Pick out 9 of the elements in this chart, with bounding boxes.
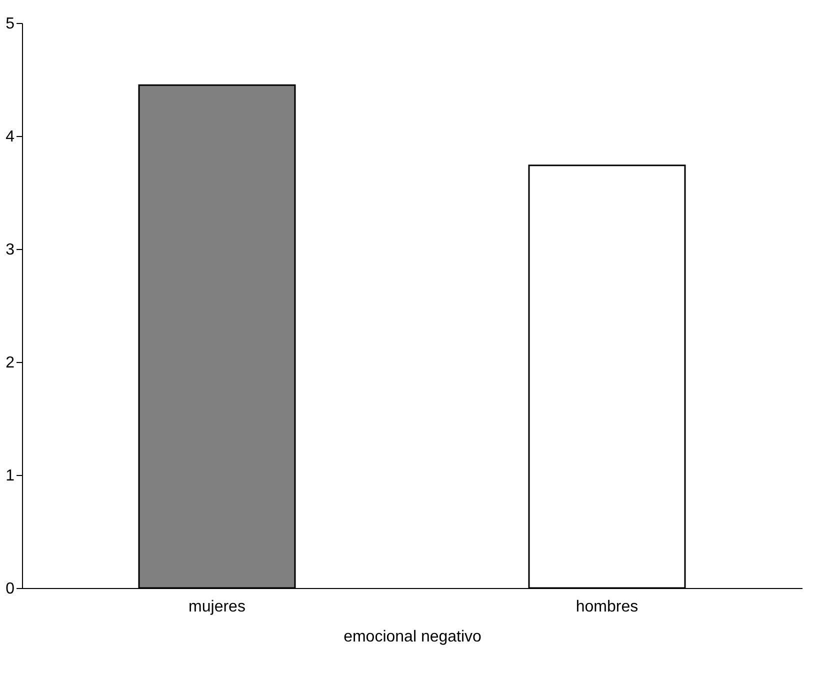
x-axis-title: emocional negativo (344, 628, 482, 646)
y-tick-label: 3 (6, 242, 15, 258)
y-tick-label: 1 (6, 468, 15, 484)
y-tick-label: 4 (6, 128, 15, 146)
x-tick-label: hombres (576, 598, 638, 616)
y-tick-label: 5 (6, 16, 15, 32)
y-tick-label: 2 (6, 354, 15, 372)
y-tick-label: 0 (6, 580, 15, 598)
x-tick-label: mujeres (188, 598, 246, 616)
